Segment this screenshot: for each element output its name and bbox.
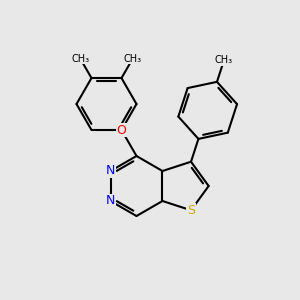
Text: CH₃: CH₃ — [215, 56, 233, 65]
Text: S: S — [187, 204, 195, 217]
Text: CH₃: CH₃ — [124, 54, 142, 64]
Text: CH₃: CH₃ — [71, 54, 89, 64]
Text: N: N — [106, 194, 115, 208]
Text: O: O — [117, 124, 126, 136]
Text: N: N — [106, 164, 115, 178]
